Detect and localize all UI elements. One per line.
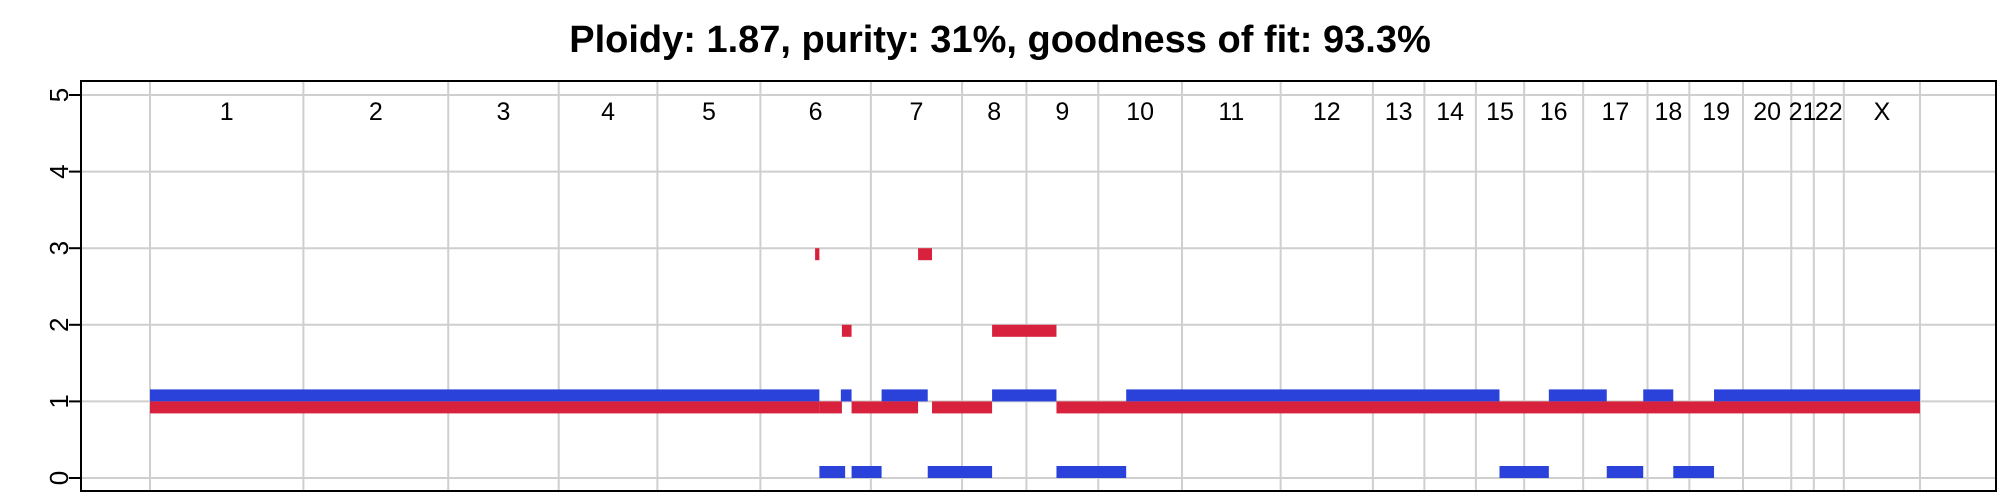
major-segment [1056,466,1127,478]
chromosome-label: 1 [220,98,234,126]
major-segment [1643,389,1674,402]
major-segment [840,389,852,402]
grid [81,81,1996,491]
major-segment [1606,466,1644,478]
chart-title: Ploidy: 1.87, purity: 31%, goodness of f… [569,19,1431,61]
y-tick-label: 0 [44,471,74,485]
major-segment [819,466,846,478]
minor-segment [150,401,820,414]
major-segment [1548,389,1607,402]
y-tick-label: 5 [44,88,74,102]
chromosome-label: 2 [369,98,383,126]
chromosome-label: 15 [1486,98,1514,126]
major-segment [881,389,928,402]
minor-segment [815,248,820,261]
major-segment [1499,466,1549,478]
y-tick-label: 2 [44,318,74,332]
chromosome-label: 5 [702,98,716,126]
chromosome-label: 17 [1601,98,1629,126]
chromosome-label: 6 [809,98,823,126]
major-segment [992,389,1057,402]
major-allele-series [150,389,1920,478]
minor-segment [851,401,919,414]
chromosome-label: 14 [1436,98,1464,126]
minor-segment [841,324,852,337]
chromosome-label: 11 [1218,98,1244,126]
chromosome-label: 9 [1055,98,1069,126]
major-segment [150,389,820,402]
major-segment [927,466,993,478]
chromosome-label: 18 [1655,98,1683,126]
major-segment [1714,389,1920,402]
chromosome-label: 20 [1753,98,1781,126]
chromosome-label: 3 [497,98,511,126]
minor-segment [819,401,842,414]
y-tick-label: 3 [44,241,74,255]
chromosome-label: 13 [1385,98,1413,126]
chromosome-label: 12 [1313,98,1341,126]
y-tick-label: 1 [44,394,74,408]
chromosome-label: 10 [1126,98,1154,126]
major-segment [851,466,882,478]
chromosome-label: 8 [987,98,1001,126]
major-segment [1673,466,1715,478]
minor-segment [1056,401,1920,414]
minor-segment [918,248,933,261]
chromosome-label: 22 [1815,98,1843,126]
plot-frame [80,80,1997,492]
minor-segment [932,401,993,414]
y-axis: 0 1 2 3 4 5 [44,88,81,485]
minor-segment [992,324,1057,337]
chromosome-label: X [1874,98,1891,126]
minor-allele-series [150,248,1920,414]
chromosome-label: 21 [1789,98,1817,126]
chromosome-label: 19 [1702,98,1730,126]
chromosome-label: 16 [1540,98,1568,126]
major-segment [1126,389,1500,402]
chromosome-label: 4 [601,98,615,126]
y-tick-label: 4 [44,164,74,178]
chromosome-label: 7 [910,98,924,126]
